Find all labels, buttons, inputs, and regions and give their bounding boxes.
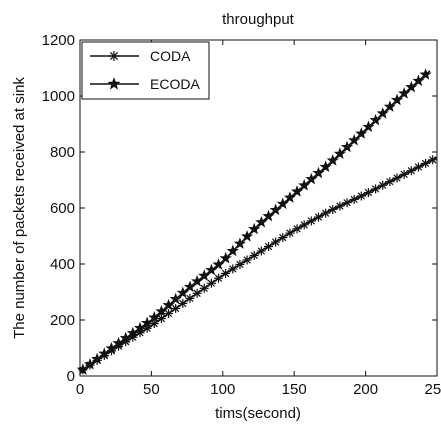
data-point-coda <box>299 220 309 230</box>
data-point-coda <box>392 173 402 183</box>
legend-star-icon <box>107 77 121 90</box>
data-point-coda <box>214 273 224 283</box>
x-tick-label: 250 <box>424 381 441 398</box>
data-point-coda <box>271 237 281 247</box>
data-point-coda <box>406 166 416 176</box>
legend: CODA ECODA <box>81 41 210 100</box>
data-point-ecoda <box>362 120 375 133</box>
data-point-ecoda <box>226 244 239 257</box>
legend-marker-coda <box>109 51 119 61</box>
data-point-coda <box>385 177 395 187</box>
x-tick-label: 0 <box>76 381 84 398</box>
data-point-ecoda <box>419 68 432 80</box>
data-point-ecoda <box>248 222 261 235</box>
x-tick-label: 50 <box>143 381 160 398</box>
data-point-coda <box>356 191 366 201</box>
data-point-ecoda <box>355 127 368 139</box>
data-point-coda <box>342 198 352 208</box>
data-point-ecoda <box>219 251 232 264</box>
data-point-coda <box>221 268 231 278</box>
data-point-coda <box>421 158 431 168</box>
y-tick-label: 1200 <box>42 32 75 49</box>
x-axis-label: tims(second) <box>215 405 301 422</box>
legend-marker-ecoda <box>107 77 121 90</box>
data-point-ecoda <box>383 100 396 112</box>
y-tick-label: 0 <box>67 368 75 385</box>
legend-asterisk-icon <box>109 51 119 61</box>
data-point-coda <box>371 184 381 194</box>
series-ecoda <box>76 68 432 375</box>
legend-label-coda: CODA <box>150 48 191 64</box>
series-layer <box>76 68 438 375</box>
data-point-coda <box>413 162 423 172</box>
data-point-ecoda <box>326 154 339 166</box>
x-tick-label: 200 <box>353 381 378 398</box>
x-tick-label: 100 <box>210 381 235 398</box>
data-point-ecoda <box>390 93 404 106</box>
chart-title: throughput <box>222 11 295 28</box>
data-point-ecoda <box>233 237 246 249</box>
data-point-ecoda <box>340 140 354 153</box>
data-point-coda <box>321 208 331 218</box>
data-point-ecoda <box>376 107 389 119</box>
data-point-coda <box>335 201 345 211</box>
data-point-coda <box>185 293 195 303</box>
data-point-ecoda <box>369 113 382 126</box>
x-tick-label: 150 <box>282 381 307 398</box>
data-point-coda <box>164 309 174 319</box>
data-point-coda <box>285 228 295 238</box>
data-point-coda <box>328 204 338 214</box>
legend-box <box>81 41 210 100</box>
data-point-coda <box>428 155 438 165</box>
data-point-coda <box>399 169 409 179</box>
y-tick-label: 1000 <box>42 88 75 105</box>
data-point-coda <box>278 233 288 243</box>
data-point-coda <box>349 194 359 204</box>
y-tick-label: 400 <box>50 256 75 273</box>
data-point-coda <box>306 216 316 226</box>
data-point-coda <box>156 314 166 324</box>
data-point-coda <box>171 303 181 313</box>
data-point-coda <box>292 224 302 234</box>
data-point-coda <box>235 259 245 269</box>
data-point-coda <box>256 246 266 256</box>
legend-label-ecoda: ECODA <box>150 76 200 92</box>
data-point-coda <box>178 298 188 308</box>
data-point-ecoda <box>348 133 361 146</box>
series-coda <box>78 155 438 375</box>
data-point-coda <box>228 264 238 274</box>
data-point-coda <box>363 188 373 198</box>
data-point-ecoda <box>333 147 346 159</box>
data-point-coda <box>192 288 202 298</box>
data-point-coda <box>263 242 273 252</box>
y-tick-label: 800 <box>50 144 75 161</box>
data-point-coda <box>313 212 323 222</box>
data-point-ecoda <box>241 230 254 242</box>
data-point-coda <box>199 283 209 293</box>
y-tick-label: 200 <box>50 312 75 329</box>
y-axis-label: The number of packets received at sink <box>11 77 28 339</box>
data-point-coda <box>249 250 259 260</box>
data-point-coda <box>242 255 252 265</box>
data-point-coda <box>378 180 388 190</box>
tick-labels: 0 50 100 150 200 250 0 200 400 600 800 1000 1200 <box>42 32 441 398</box>
y-tick-label: 600 <box>50 200 75 217</box>
data-point-coda <box>206 278 216 288</box>
